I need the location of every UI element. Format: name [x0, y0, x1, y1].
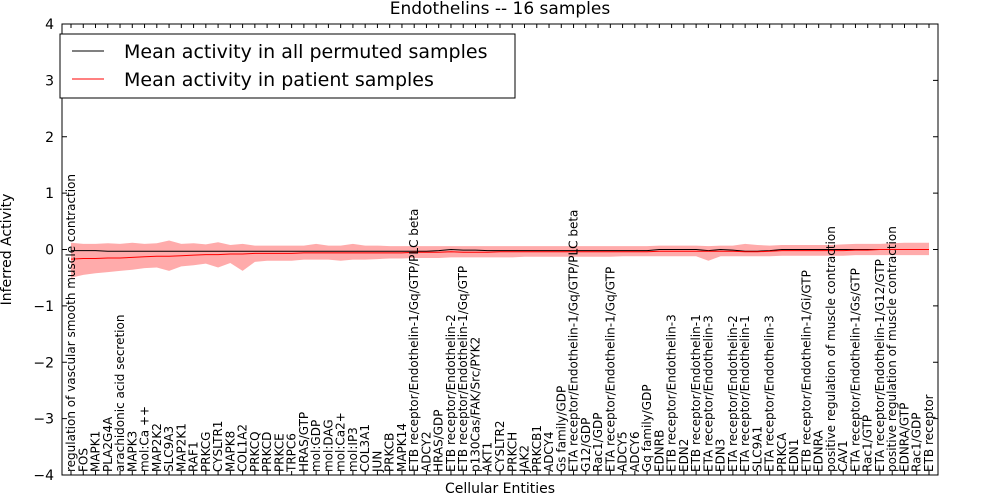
legend-box — [59, 33, 516, 99]
category-label: ETB receptor/Endothelin-3 — [665, 314, 679, 472]
category-label: regulation of vascular smooth muscle con… — [64, 174, 78, 472]
category-label: ETA receptor/Endothelin-2 — [726, 315, 740, 472]
category-label: Gs family/GDP — [554, 386, 568, 472]
category-label: ETB receptor/Endothelin-1/Gi/GTP — [799, 270, 813, 472]
category-label: ADCY2 — [419, 431, 433, 472]
x-ticks — [70, 24, 930, 475]
category-label: Rac1/GDP — [910, 413, 924, 472]
y-tick-label: −2 — [33, 355, 54, 371]
category-label: mol:IP3 — [346, 427, 360, 472]
category-label: ADCY5 — [616, 431, 630, 472]
category-label: p130Cas/FAK/Src/PYK2 — [468, 337, 482, 472]
permuted-mean-line — [71, 248, 929, 252]
category-label: ETB receptor/Endothelin-1/Gq/GTP/PLC bet… — [407, 209, 421, 472]
category-label: HRAS/GDP — [432, 409, 446, 472]
category-label: Rac1/GTP — [861, 415, 875, 472]
category-label: PRKCD — [260, 432, 274, 472]
category-label: FOS — [76, 448, 90, 472]
category-label: PRKCH — [505, 432, 519, 472]
y-tick-label: 1 — [45, 186, 54, 202]
category-label: PLA2G4A — [101, 416, 115, 472]
category-labels: regulation of vascular smooth muscle con… — [64, 174, 936, 473]
category-label: ADCY4 — [542, 431, 556, 472]
category-label: CYSLTR1 — [211, 421, 225, 472]
category-label: PRKCQ — [248, 431, 262, 472]
category-label: mol:Ca ++ — [138, 406, 152, 472]
legend-entry-permuted: Mean activity in all permuted samples — [124, 41, 487, 63]
category-label: ETA receptor/Endothelin-1/Gq/GTP — [603, 267, 617, 472]
category-label: Rac1/GDP — [591, 413, 605, 472]
category-label: EDNRA/GTP — [897, 403, 911, 472]
category-label: ETA receptor/Endothelin-1/Gq/GTP/PLC bet… — [567, 210, 581, 472]
category-label: MAPK8 — [223, 431, 237, 472]
category-label: ETA receptor/Endothelin-3 — [701, 315, 715, 472]
y-tick-label: −4 — [33, 468, 54, 484]
category-label: PRKCB1 — [530, 425, 544, 472]
y-tick-label: 0 — [45, 243, 54, 259]
line-layer — [70, 248, 929, 260]
patient-mean-line — [70, 249, 929, 260]
category-label: CAV1 — [836, 440, 850, 472]
category-label: PRKCG — [199, 432, 213, 472]
category-label: ETB receptor/Endothelin-1 — [689, 314, 703, 472]
category-label: PRKCB — [383, 433, 397, 472]
category-label: MAPK1 — [89, 431, 103, 472]
category-label: CYSLTR2 — [493, 421, 507, 472]
legend: Mean activity in all permuted samples Me… — [59, 33, 516, 99]
category-label: EDN1 — [787, 439, 801, 472]
category-label: EDNRA — [812, 429, 826, 472]
category-label: AKT1 — [481, 442, 495, 472]
category-label: ETA receptor/Endothelin-3 — [763, 315, 777, 472]
category-label: mol:DAG — [321, 419, 335, 472]
category-label: SLC9A3 — [162, 426, 176, 472]
category-label: ETA receptor/Endothelin-1 — [738, 315, 752, 472]
category-label: mol:GDP — [309, 420, 323, 472]
category-label: HRAS/GTP — [297, 412, 311, 472]
x-axis-title: Cellular Entities — [445, 481, 555, 497]
category-label: G12/GDP — [579, 418, 593, 472]
y-tick-label: 4 — [45, 17, 54, 33]
category-label: EDN2 — [677, 439, 691, 472]
category-label: MAP2K1 — [174, 423, 188, 472]
plot-frame — [61, 23, 939, 476]
category-label: ETB receptor/Endothelin-1/Gq/GTP — [456, 266, 470, 472]
category-label: ETA receptor/Endothelin-1/G12/GTP — [873, 259, 887, 472]
y-tick-label: 2 — [45, 130, 54, 146]
category-label: MAPK14 — [395, 423, 409, 472]
category-label: MAP2K2 — [150, 423, 164, 472]
category-label: RAF1 — [187, 441, 201, 472]
category-label: PRKCA — [775, 432, 789, 472]
category-label: ETA receptor/Endothelin-1/Gs/GTP — [848, 268, 862, 472]
chart-title: Endothelins -- 16 samples — [390, 0, 611, 19]
category-label: COL3A1 — [358, 424, 372, 472]
y-tick-label: 3 — [45, 73, 54, 89]
category-label: JAK2 — [518, 445, 532, 473]
category-label: TRPC6 — [285, 433, 299, 473]
legend-entry-patient: Mean activity in patient samples — [124, 69, 434, 91]
category-label: PRKCE — [272, 433, 286, 472]
category-label: positive regulation of muscle contractio… — [885, 226, 899, 472]
category-label: arachidonic acid secretion — [113, 315, 127, 472]
category-label: MAPK3 — [125, 431, 139, 472]
category-label: mol:Ca2+ — [334, 412, 348, 472]
y-axis-title: Inferred Activity — [0, 194, 15, 306]
category-label: ADCY6 — [628, 431, 642, 472]
category-label: EDNRB — [652, 430, 666, 472]
category-label: EDN3 — [714, 439, 728, 472]
y-tick-label: −1 — [33, 299, 54, 315]
category-label: JUN — [370, 451, 384, 473]
category-label: SLC9A1 — [750, 426, 764, 472]
y-ticks: −4 −3 −2 −1 0 1 2 3 4 — [33, 17, 938, 484]
category-label: ETB receptor/Endothelin-2 — [444, 314, 458, 472]
y-tick-label: −3 — [33, 412, 54, 428]
category-label: positive regulation of muscle contractio… — [824, 226, 838, 472]
category-label: Gq family/GDP — [640, 384, 654, 472]
category-label: ETB receptor — [922, 394, 936, 472]
category-label: COL1A2 — [236, 424, 250, 472]
